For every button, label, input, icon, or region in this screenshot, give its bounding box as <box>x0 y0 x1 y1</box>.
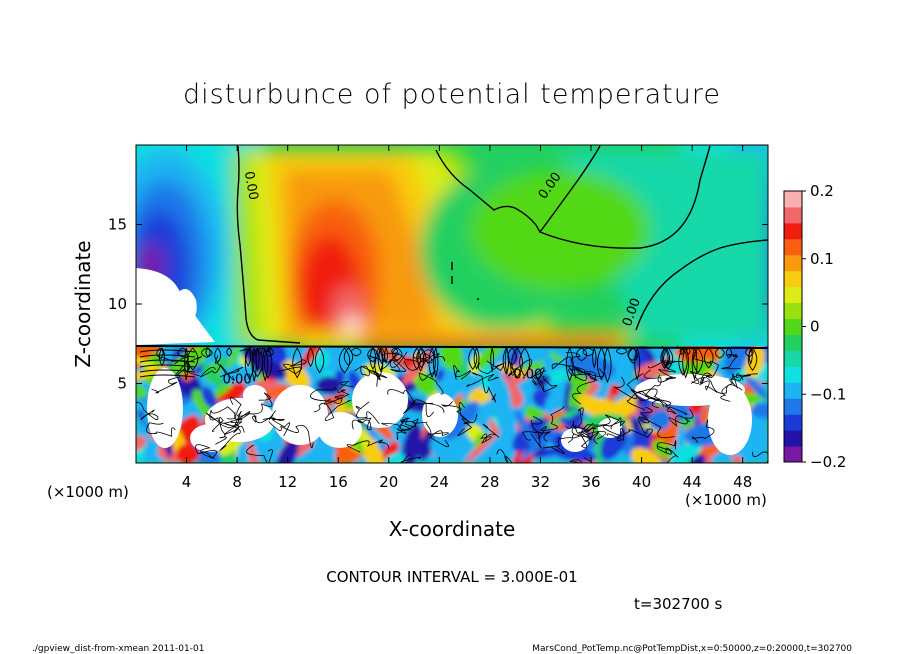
colorbar-segment <box>784 302 802 320</box>
y-tick-label: 10 <box>108 295 127 313</box>
x-tick-label: 40 <box>632 473 651 491</box>
colorbar-segment <box>784 334 802 351</box>
colorbar-segment <box>784 382 802 399</box>
x-tick-label: 44 <box>683 473 702 491</box>
x-unit-label: (×1000 m) <box>685 491 767 509</box>
contour-label: 0.00 <box>241 170 261 201</box>
upper-layer <box>136 145 768 348</box>
x-tick-label: 4 <box>182 473 192 491</box>
colorbar-segment <box>784 222 802 240</box>
x-tick-label: 36 <box>581 473 600 491</box>
footer-left: ./gpview_dist-from-xmean 2011-01-01 <box>32 644 204 654</box>
x-tick-label: 20 <box>379 473 398 491</box>
colorbar-segment <box>784 286 802 304</box>
x-axis: 4 8 12 16 20 24 28 32 36 40 44 48 <box>182 145 752 491</box>
colorbar-tick-label: 0 <box>810 318 820 336</box>
colorbar-segment <box>784 254 802 272</box>
colorbar: 0.2 0.1 0 −0.1 −0.2 <box>783 182 846 471</box>
x-tick-label: 16 <box>329 473 348 491</box>
colorbar-tick-label: 0.1 <box>810 250 834 268</box>
colorbar-segment <box>784 270 802 288</box>
x-tick-label: 48 <box>733 473 752 491</box>
contour-interval-text: CONTOUR INTERVAL = 3.000E-01 <box>326 568 577 586</box>
colorbar-tick-label: 0.2 <box>810 182 834 200</box>
lower-layer <box>136 346 768 463</box>
colorbar-segment <box>784 238 802 256</box>
colorbar-tick-label: −0.1 <box>810 385 846 403</box>
colorbar-segment <box>784 318 802 335</box>
zero-contours <box>236 145 768 344</box>
x-tick-label: 24 <box>430 473 449 491</box>
time-text: t=302700 s <box>634 595 722 613</box>
y-tick-label: 15 <box>108 216 127 234</box>
colorbar-segment <box>784 414 802 431</box>
colorbar-segment <box>784 446 802 463</box>
colorbar-segment <box>784 191 802 208</box>
x-tick-label: 8 <box>232 473 242 491</box>
colorbar-segment <box>784 366 802 383</box>
chart-title: disturbunce of potential temperature <box>183 79 721 110</box>
interface-contours <box>139 347 758 384</box>
x-tick-label: 28 <box>480 473 499 491</box>
colorbar-segment <box>784 206 802 224</box>
contour-label: 0.00 <box>513 368 542 383</box>
colorbar-segment <box>784 398 802 415</box>
colorbar-segment <box>784 430 802 447</box>
colorbar-segment <box>784 350 802 367</box>
colorbar-tick-label: −0.2 <box>810 453 846 471</box>
y-axis-label: Z-coordinate <box>71 240 95 367</box>
x-tick-label: 12 <box>278 473 297 491</box>
footer-right: MarsCond_PotTemp.nc@PotTempDist,x=0:5000… <box>532 644 852 654</box>
y-unit-label: (×1000 m) <box>47 483 129 501</box>
interface-line <box>135 345 769 349</box>
x-tick-label: 32 <box>531 473 550 491</box>
x-axis-label: X-coordinate <box>389 517 516 541</box>
contour-label: 0.00 <box>223 373 252 388</box>
y-tick-label: 5 <box>117 375 127 393</box>
temperature-field: 0.00 0.000.000.00 0.00 <box>135 145 769 463</box>
y-axis: 5 10 15 <box>108 216 768 393</box>
